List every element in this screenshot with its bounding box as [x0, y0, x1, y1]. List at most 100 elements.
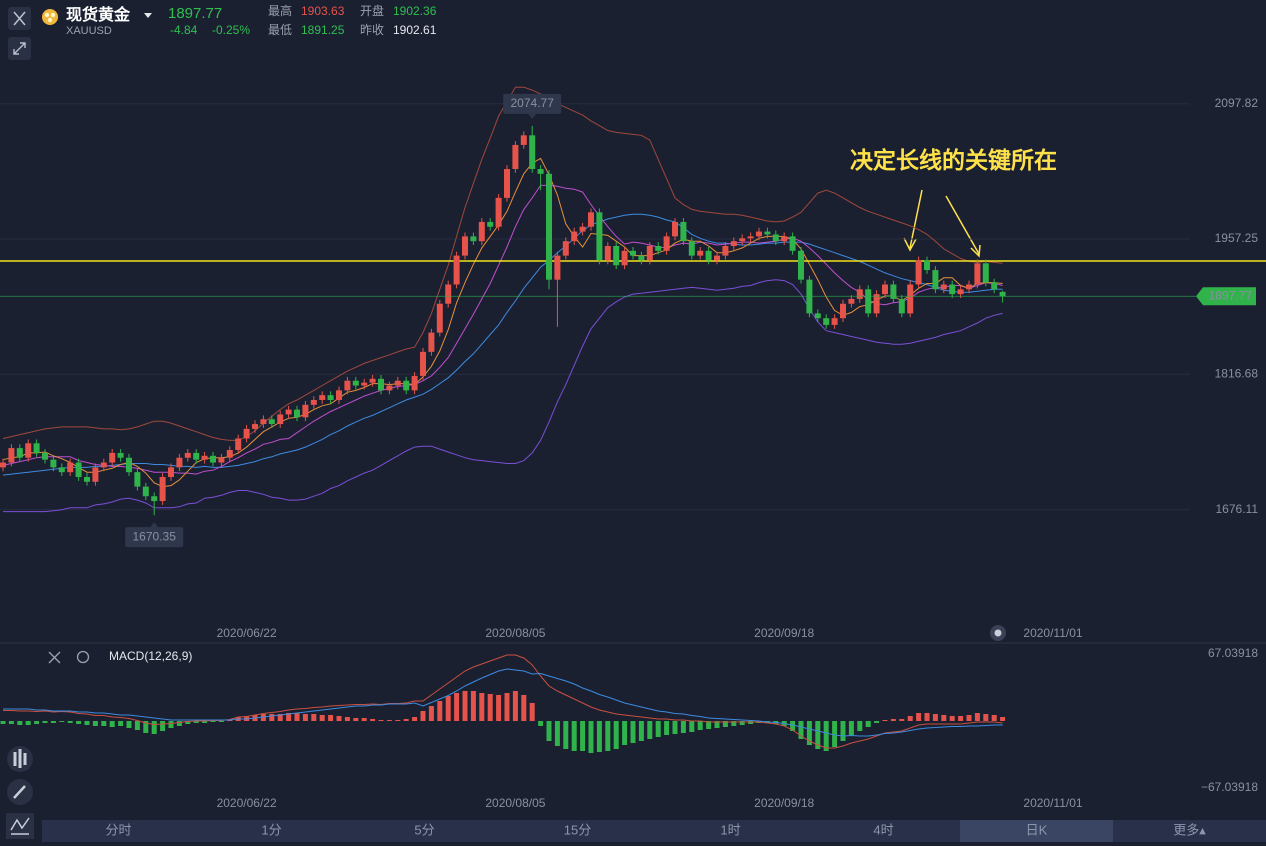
candle-body — [470, 236, 477, 242]
candle-body — [25, 443, 32, 458]
instrument-symbol: XAUUSD — [66, 25, 112, 37]
gold-icon-dot — [47, 17, 53, 23]
price-change-pct: -0.25% — [212, 23, 250, 37]
macd-line — [3, 654, 1003, 749]
macd-bar — [554, 721, 560, 746]
macd-bar — [680, 721, 686, 733]
candle-body — [831, 318, 838, 325]
macd-bar — [823, 721, 829, 751]
macd-bar — [487, 694, 493, 721]
macd-bar — [311, 714, 317, 721]
candle-body — [688, 241, 695, 256]
timeframe-button[interactable]: 日K — [1026, 822, 1048, 837]
macd-bar — [101, 721, 107, 726]
candle-body — [151, 496, 158, 502]
price-tag-label: 1897.77 — [1209, 288, 1253, 302]
annotation-arrow — [945, 195, 981, 258]
macd-bar — [59, 721, 65, 722]
candle-body — [747, 236, 754, 239]
macd-bar — [790, 721, 796, 731]
macd-bar — [546, 721, 552, 741]
extreme-label-pointer — [150, 522, 159, 528]
macd-bar — [109, 721, 115, 727]
instrument-title[interactable]: 现货黄金 — [66, 5, 131, 24]
macd-close[interactable] — [48, 651, 61, 664]
macd-bar — [949, 716, 955, 721]
extreme-label: 2074.77 — [511, 96, 555, 110]
macd-bar — [521, 695, 527, 721]
candle-body — [302, 404, 309, 418]
stat-value: 1903.63 — [301, 4, 345, 18]
candle-body — [957, 289, 964, 295]
macd-bar — [798, 721, 804, 739]
timeframe-button[interactable]: 分时 — [105, 822, 131, 837]
macd-bar — [907, 716, 913, 721]
candle-body — [798, 250, 804, 280]
candle-body — [848, 298, 855, 304]
macd-bar — [134, 721, 140, 730]
macd-bar — [319, 715, 325, 721]
macd-bar — [160, 721, 166, 731]
annotation-text: 决定长线的关键所在 — [850, 147, 1057, 173]
close-icon — [13, 11, 26, 26]
timeframe-button[interactable]: 4时 — [873, 822, 893, 837]
macd-title: MACD(12,26,9) — [109, 649, 192, 663]
candle-body — [932, 270, 939, 290]
candle-body — [92, 467, 99, 482]
candle-body — [285, 409, 292, 415]
timeframe-button[interactable]: 5分 — [414, 822, 434, 837]
macd-bar — [479, 693, 485, 721]
macd-bar — [882, 720, 888, 721]
candle-body — [100, 462, 107, 468]
candle-body — [714, 255, 720, 261]
x-tick-label: 2020/08/05 — [485, 796, 545, 810]
timeframe-button[interactable]: 更多▴ — [1173, 822, 1206, 837]
candle-body — [176, 457, 183, 468]
candle-body — [571, 231, 578, 242]
candle-body — [184, 452, 191, 458]
y-tick-label: 2097.82 — [1215, 96, 1259, 110]
macd-bar — [966, 715, 972, 721]
macd-bar — [420, 711, 426, 721]
gold-icon — [42, 9, 58, 25]
timeframe-button[interactable]: 1时 — [720, 822, 740, 837]
macd-bar — [580, 721, 586, 751]
y-tick-label: −67.03918 — [1201, 780, 1258, 794]
macd-bar — [974, 713, 980, 721]
macd-bar — [0, 721, 6, 724]
candle-body — [386, 385, 393, 391]
candle-body — [588, 212, 594, 227]
candle-body — [260, 419, 267, 425]
candle-body — [252, 424, 258, 429]
candle-body — [294, 409, 300, 418]
candle-body — [604, 245, 611, 261]
candle-body — [344, 380, 351, 391]
macd-bar — [622, 721, 628, 745]
timeframe-button[interactable]: 1分 — [261, 822, 281, 837]
candle-body — [361, 382, 368, 386]
timeframe-button[interactable]: 15分 — [564, 822, 591, 837]
macd-bar — [454, 693, 460, 721]
macd-bar — [395, 720, 401, 721]
macd-bar — [932, 714, 938, 721]
macd-bar — [185, 721, 191, 724]
macd-bar — [67, 721, 73, 723]
candle-body — [453, 255, 460, 285]
candle-body — [369, 378, 376, 383]
candle-body — [730, 241, 737, 246]
macd-bar — [84, 721, 90, 725]
macd-bar — [17, 721, 23, 725]
macd-bar — [672, 721, 678, 734]
candle-body — [210, 455, 216, 463]
candle-body — [445, 284, 452, 304]
candle-body — [823, 318, 830, 325]
extreme-label-box — [503, 93, 562, 114]
macd-bar — [496, 695, 502, 721]
dropdown-arrow[interactable] — [144, 13, 152, 18]
macd-bar — [8, 721, 14, 724]
macd-bar — [899, 719, 905, 721]
macd-bar — [403, 719, 409, 721]
candle-body — [201, 455, 208, 460]
macd-bar — [286, 713, 292, 721]
macd-settings[interactable] — [76, 650, 90, 664]
